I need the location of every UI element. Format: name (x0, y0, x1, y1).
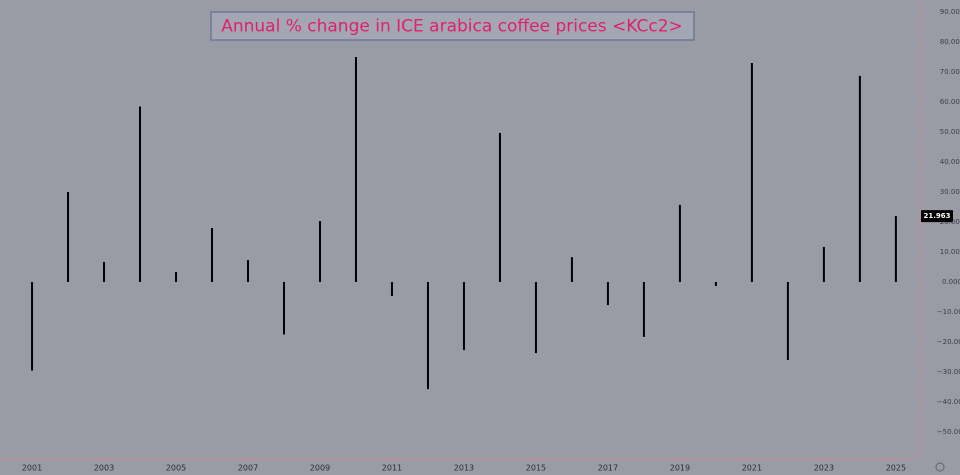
title-box (210, 11, 695, 41)
x-tick-label: 2001 (22, 464, 42, 473)
x-tick-label: 2015 (526, 464, 546, 473)
bar (894, 216, 897, 282)
bar (606, 281, 609, 306)
x-tick-label: 2021 (742, 464, 762, 473)
chart-title: Annual % change in ICE arabica coffee pr… (221, 17, 683, 37)
y-tick-label: −50.000 (937, 428, 960, 436)
bar (31, 281, 34, 371)
last-value-label: 21.963 (923, 212, 950, 220)
x-tick-label: 2005 (166, 464, 186, 473)
bar (246, 260, 249, 282)
bar (822, 246, 825, 282)
bar (678, 204, 681, 282)
x-tick-label: 2003 (94, 464, 114, 473)
y-tick-label: −20.000 (937, 338, 960, 346)
x-tick-label: 2017 (598, 464, 618, 473)
bar (426, 281, 429, 390)
x-tick-label: 2011 (382, 464, 402, 473)
bar (354, 56, 357, 282)
bar (390, 281, 393, 297)
last-value-box (921, 210, 953, 223)
bar (750, 62, 753, 282)
bar (498, 132, 501, 282)
x-tick-label: 2009 (310, 464, 330, 473)
y-tick-label: 60.000 (940, 98, 960, 106)
bar (462, 281, 465, 351)
bar (858, 75, 861, 282)
settings-icon[interactable] (935, 462, 945, 472)
y-tick-label: −40.000 (937, 398, 960, 406)
bar (714, 281, 717, 286)
x-tick-label: 2023 (814, 464, 834, 473)
y-tick-label: −30.000 (937, 368, 960, 376)
y-tick-label: 50.000 (940, 128, 960, 136)
bar (786, 281, 789, 360)
y-tick-label: −10.000 (937, 308, 960, 316)
x-tick-label: 2025 (886, 464, 906, 473)
x-tick-label: 2013 (454, 464, 474, 473)
bar (67, 191, 70, 282)
bar (282, 281, 285, 335)
bar (103, 261, 106, 282)
x-tick-label: 2019 (670, 464, 690, 473)
y-tick-label: 80.000 (940, 38, 960, 46)
bar (211, 227, 214, 282)
y-tick-label: 0.000 (942, 278, 960, 286)
y-tick-label: 70.000 (940, 68, 960, 76)
y-tick-label: 10.000 (940, 248, 960, 256)
y-tick-label: 90.000 (940, 8, 960, 16)
bar (642, 281, 645, 337)
bar (175, 272, 178, 282)
bar (139, 106, 142, 282)
x-tick-label: 2007 (238, 464, 258, 473)
y-tick-label: 40.000 (940, 158, 960, 166)
y-tick-label: 30.000 (940, 188, 960, 196)
bar (570, 257, 573, 282)
bar (534, 281, 537, 354)
bar (318, 221, 321, 282)
